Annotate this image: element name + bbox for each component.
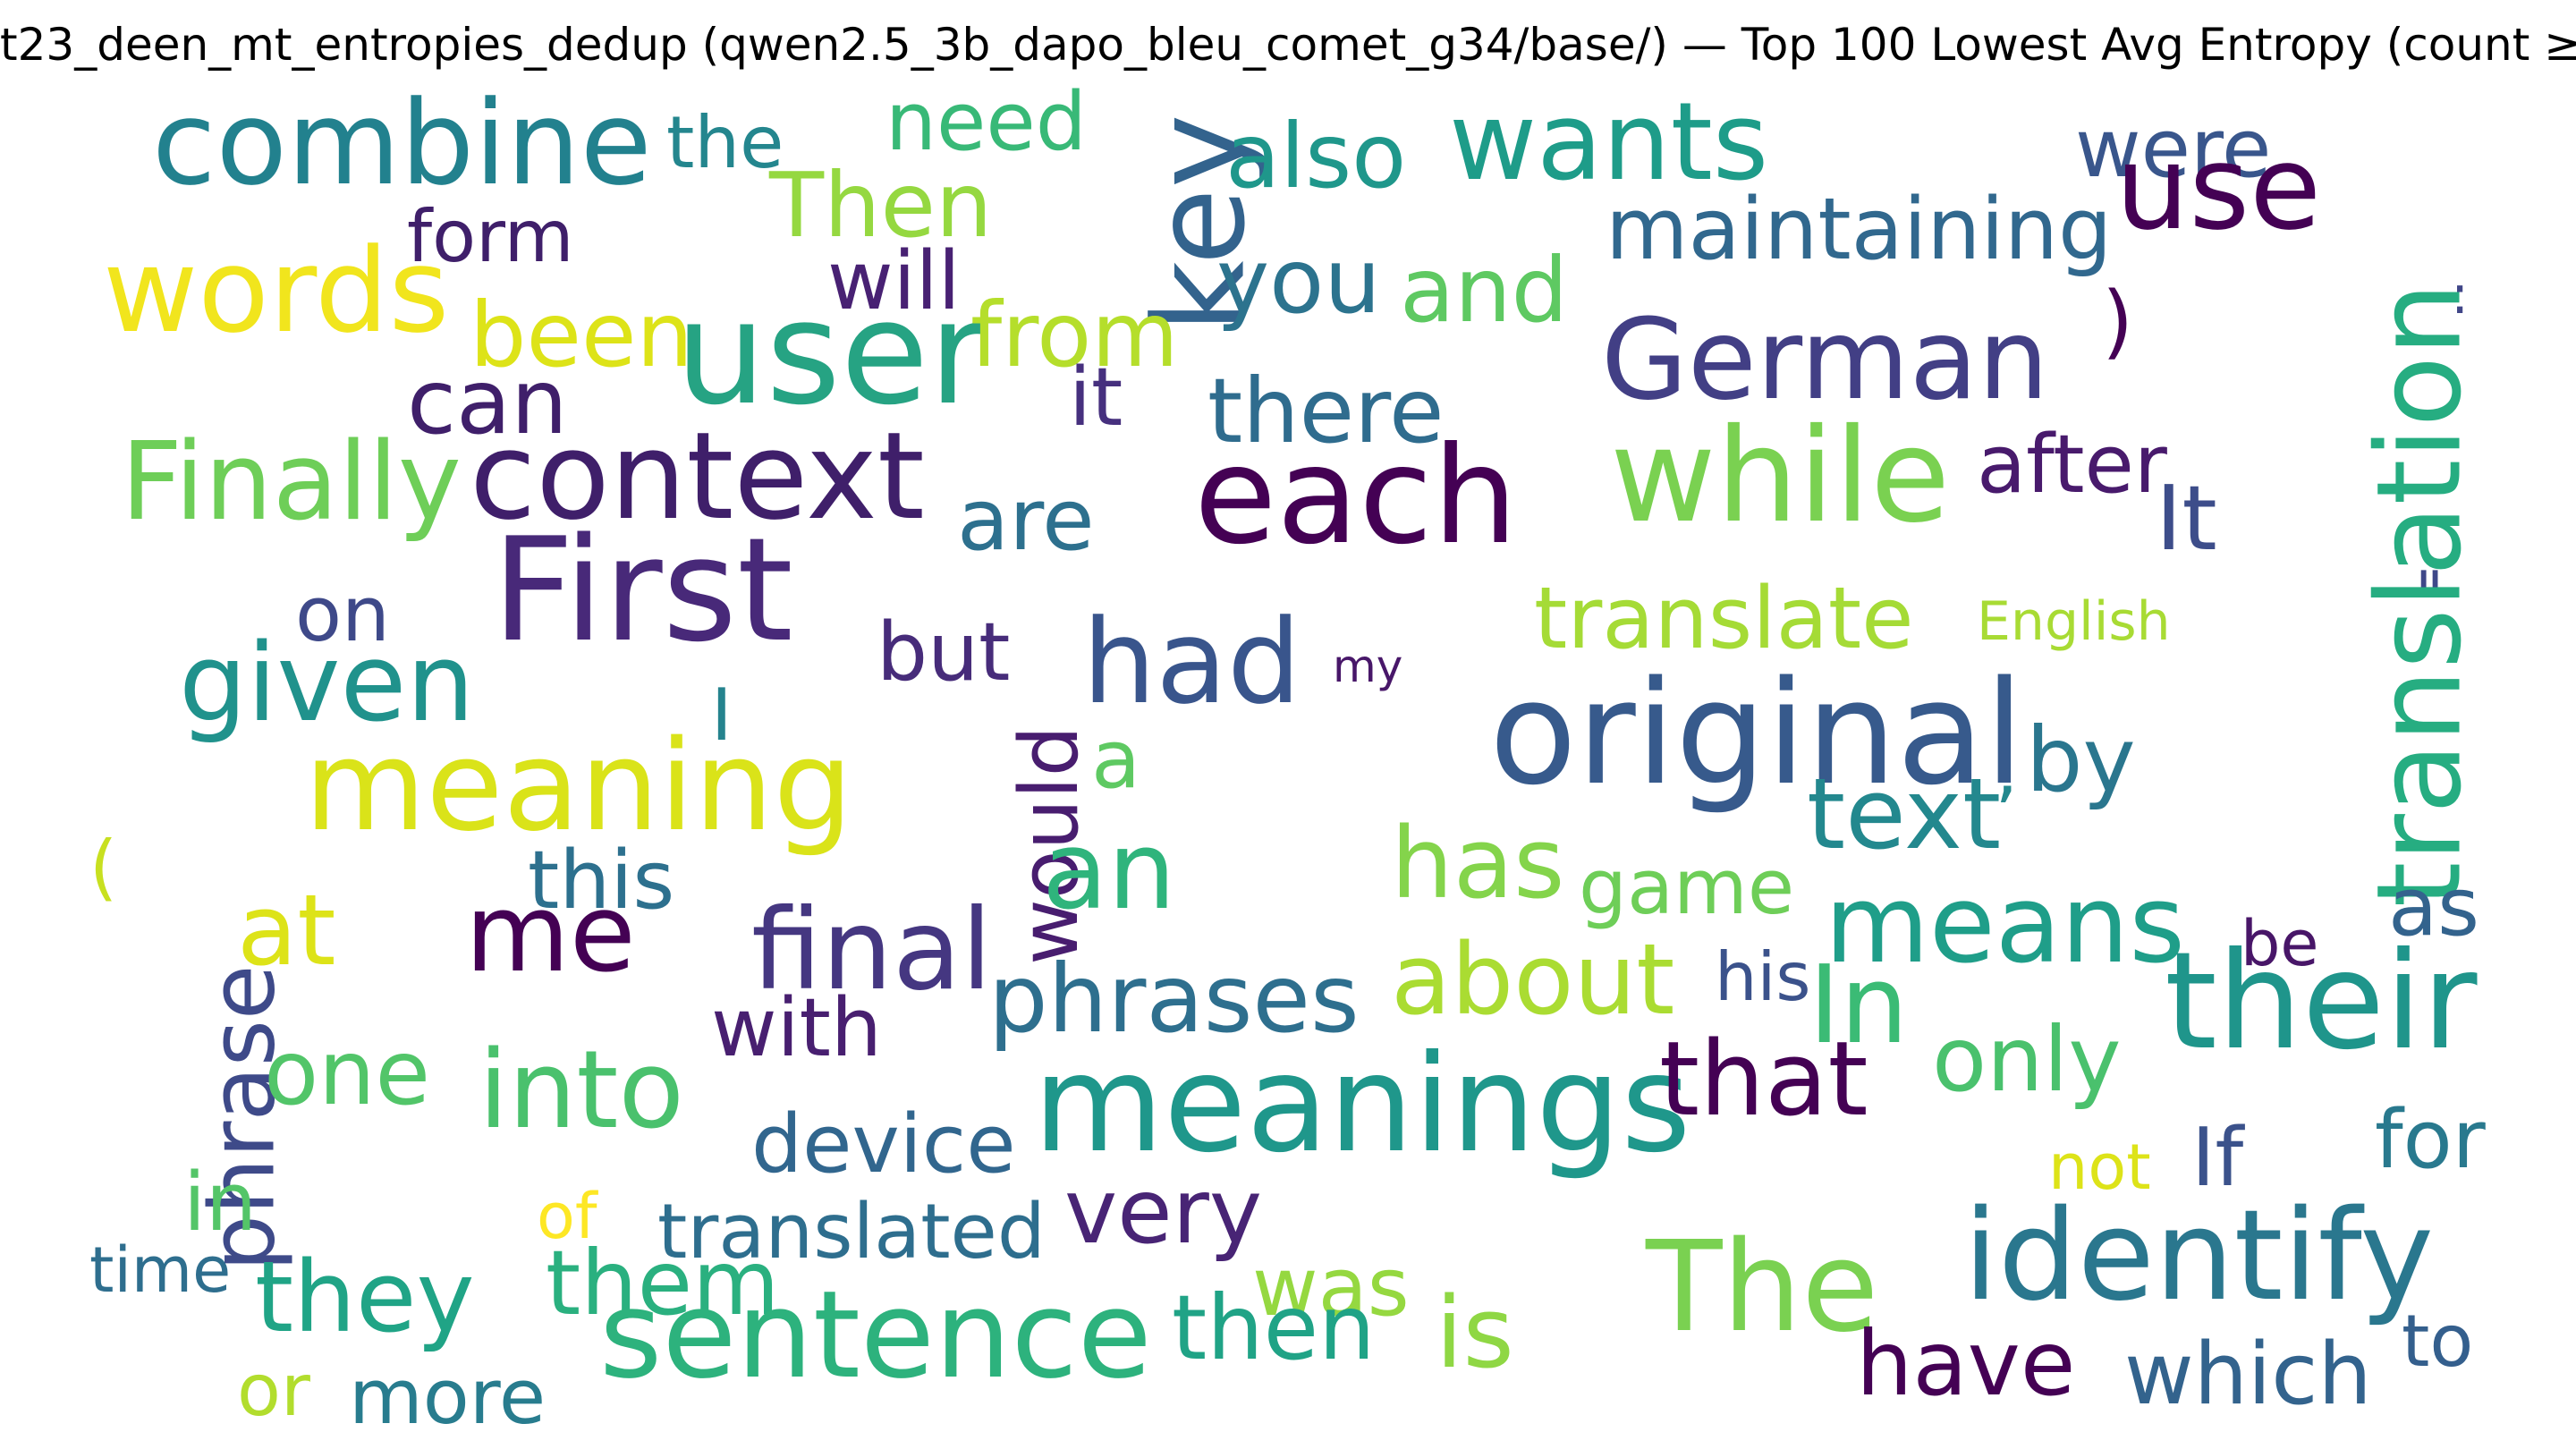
word-need: need — [886, 75, 1087, 169]
word-while: while — [1610, 401, 1951, 552]
word-meanings: meanings — [1033, 1027, 1691, 1182]
word-one: one — [264, 1021, 431, 1125]
word-was: was — [1252, 1241, 1410, 1335]
word-were: were — [2075, 102, 2272, 196]
word-there: there — [1208, 359, 1445, 463]
word-which: which — [2124, 1326, 2372, 1424]
word-the: the — [666, 101, 784, 184]
word-if: If — [2191, 1111, 2244, 1205]
word-original: original — [1489, 649, 2025, 817]
word-more: more — [349, 1353, 547, 1442]
word-me: me — [465, 872, 636, 996]
word-german: German — [1601, 295, 2049, 425]
word-will: will — [827, 234, 961, 328]
word-very: very — [1064, 1159, 1262, 1264]
word-be: be — [2241, 907, 2319, 980]
word-this: this — [528, 834, 675, 928]
word-also: also — [1225, 104, 1407, 208]
word-been: been — [470, 283, 693, 387]
word-not: not — [2048, 1131, 2151, 1204]
word-sentence: sentence — [599, 1265, 1152, 1405]
word-translate: translate — [1534, 570, 1914, 668]
word-but: but — [877, 606, 1011, 699]
word-identify: identify — [1963, 1183, 2435, 1329]
word-close-paren: ) — [2102, 275, 2134, 369]
word-it: it — [1069, 351, 1123, 445]
word-combine: combine — [152, 75, 652, 211]
word-time: time — [89, 1233, 232, 1307]
word-translated: translated — [657, 1188, 1046, 1276]
word-final: final — [751, 886, 993, 1015]
word-as: as — [2388, 860, 2480, 954]
word-that: that — [1659, 1020, 1868, 1140]
word-they: they — [255, 1240, 475, 1354]
page-title: t23_deen_mt_entropies_dedup (qwen2.5_3b_… — [0, 19, 2576, 71]
word-phrases: phrases — [988, 945, 1360, 1054]
word-device: device — [751, 1097, 1016, 1191]
word-apostrophe: ’ — [1995, 772, 2018, 855]
word-words: words — [103, 223, 450, 359]
word-each: each — [1194, 419, 1518, 574]
word-with: with — [711, 981, 882, 1075]
word-of: of — [537, 1180, 597, 1253]
word-given: given — [179, 622, 475, 746]
word-quote: " — [2415, 558, 2445, 631]
word-cloud: combine the need key also wants were use form The… — [85, 72, 2491, 1436]
word-context: context — [470, 406, 925, 547]
word-colon: : — [2451, 264, 2470, 326]
word-his: his — [1715, 937, 1811, 1016]
word-from: from — [970, 283, 1179, 387]
word-have: have — [1856, 1311, 2076, 1416]
word-form: form — [407, 195, 574, 278]
word-finally: Finally — [121, 420, 462, 545]
word-first: First — [492, 506, 793, 674]
word-to: to — [2402, 1300, 2474, 1383]
word-game: game — [1579, 843, 1795, 932]
word-at: at — [237, 873, 336, 987]
word-use: use — [2115, 120, 2322, 256]
word-an: an — [1042, 809, 1176, 934]
word-had: had — [1082, 594, 1301, 730]
word-are: are — [957, 471, 1095, 570]
word-you: you — [1216, 229, 1381, 334]
word-or: or — [237, 1349, 310, 1432]
word-about: about — [1391, 922, 1675, 1037]
word-user: user — [675, 269, 987, 436]
word-for: for — [2375, 1093, 2486, 1187]
word-has: has — [1391, 806, 1565, 920]
word-means: means — [1825, 863, 2185, 987]
word-the: The — [1646, 1215, 1879, 1360]
word-wants: wants — [1449, 80, 1769, 205]
word-text: text — [1807, 757, 2002, 871]
word-and: and — [1400, 238, 1569, 343]
word-on: on — [295, 571, 390, 659]
word-them: them — [546, 1231, 780, 1335]
word-after: after — [1977, 418, 2167, 512]
word-their: their — [2165, 924, 2478, 1080]
word-open-paren: ( — [89, 826, 118, 909]
word-i: I — [711, 674, 733, 757]
word-is: is — [1436, 1275, 1514, 1390]
word-in: in — [183, 1156, 258, 1250]
word-a: a — [1091, 713, 1141, 807]
word-my: my — [1333, 640, 1403, 692]
word-can: can — [407, 350, 568, 454]
word-in: In — [1809, 944, 1909, 1068]
word-only: only — [1932, 1007, 2122, 1112]
word-then: Then — [769, 153, 993, 258]
word-maintaining: maintaining — [1606, 181, 2113, 279]
word-english: English — [1977, 590, 2171, 653]
word-by: by — [2026, 708, 2136, 812]
word-into: into — [479, 1029, 684, 1153]
word-meaning: meaning — [304, 714, 853, 860]
word-then: then — [1172, 1275, 1376, 1380]
word-it: It — [2156, 466, 2217, 571]
